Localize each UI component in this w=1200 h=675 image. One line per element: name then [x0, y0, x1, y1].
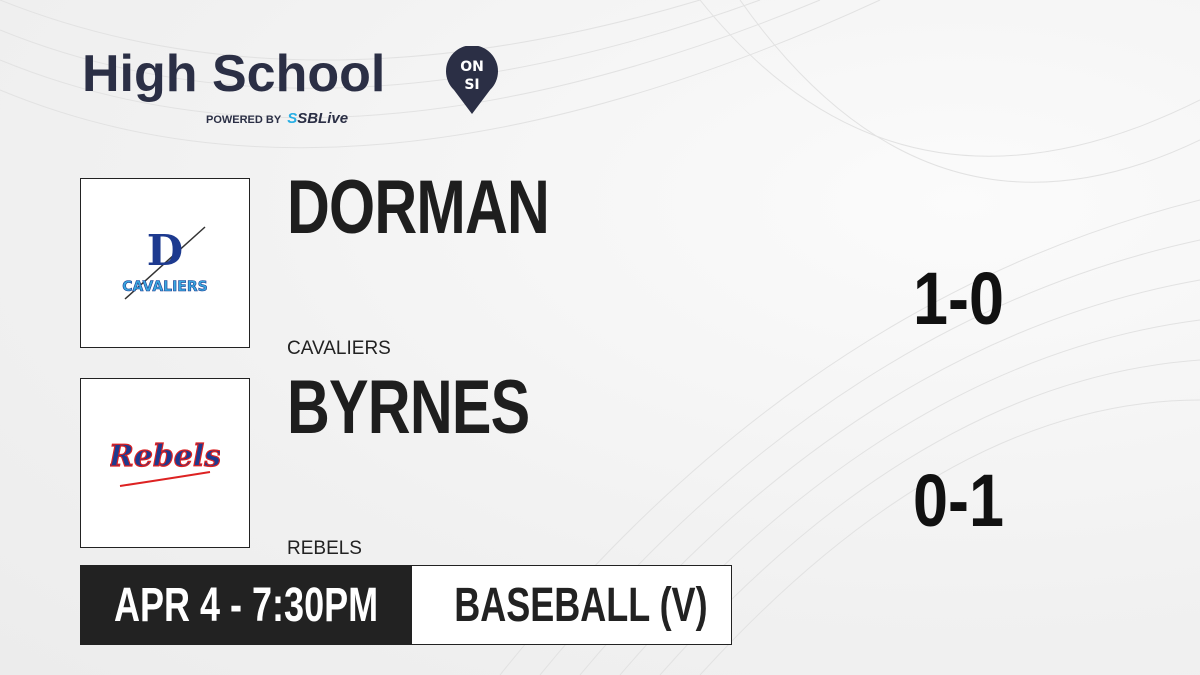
on-si-pin-icon: ON SI	[446, 46, 498, 114]
sblive-logo: SSBLive	[287, 110, 349, 127]
dorman-logo-letter: D	[147, 226, 183, 275]
powered-by: POWERED BY SSBLive	[206, 110, 348, 127]
badge-top: ON	[460, 59, 484, 75]
team-mascot-away: REBELS	[287, 538, 362, 559]
game-info-bar: APR 4 - 7:30PM BASEBALL (V)	[80, 565, 732, 645]
byrnes-logo: Rebels	[80, 378, 250, 548]
team-name-away: BYRNES	[287, 365, 530, 450]
game-datetime: APR 4 - 7:30PM	[81, 566, 412, 644]
powered-by-label: POWERED BY	[206, 114, 282, 126]
dorman-logo: D CAVALIERS	[80, 178, 250, 348]
dorman-logo-text: CAVALIERS	[122, 279, 207, 295]
game-sport: BASEBALL (V)	[454, 578, 708, 632]
team-name-home: DORMAN	[287, 165, 550, 250]
badge-bottom: SI	[464, 77, 479, 93]
byrnes-logo-text: Rebels	[110, 439, 220, 474]
brand-title: High School	[82, 45, 386, 103]
team-record-home: 1-0	[913, 257, 1004, 340]
team-record-away: 0-1	[913, 459, 1004, 542]
high-school-on-si-logo: High School ON SI POWERED BY SSBLive	[82, 44, 498, 127]
team-mascot-home: CAVALIERS	[287, 338, 391, 359]
